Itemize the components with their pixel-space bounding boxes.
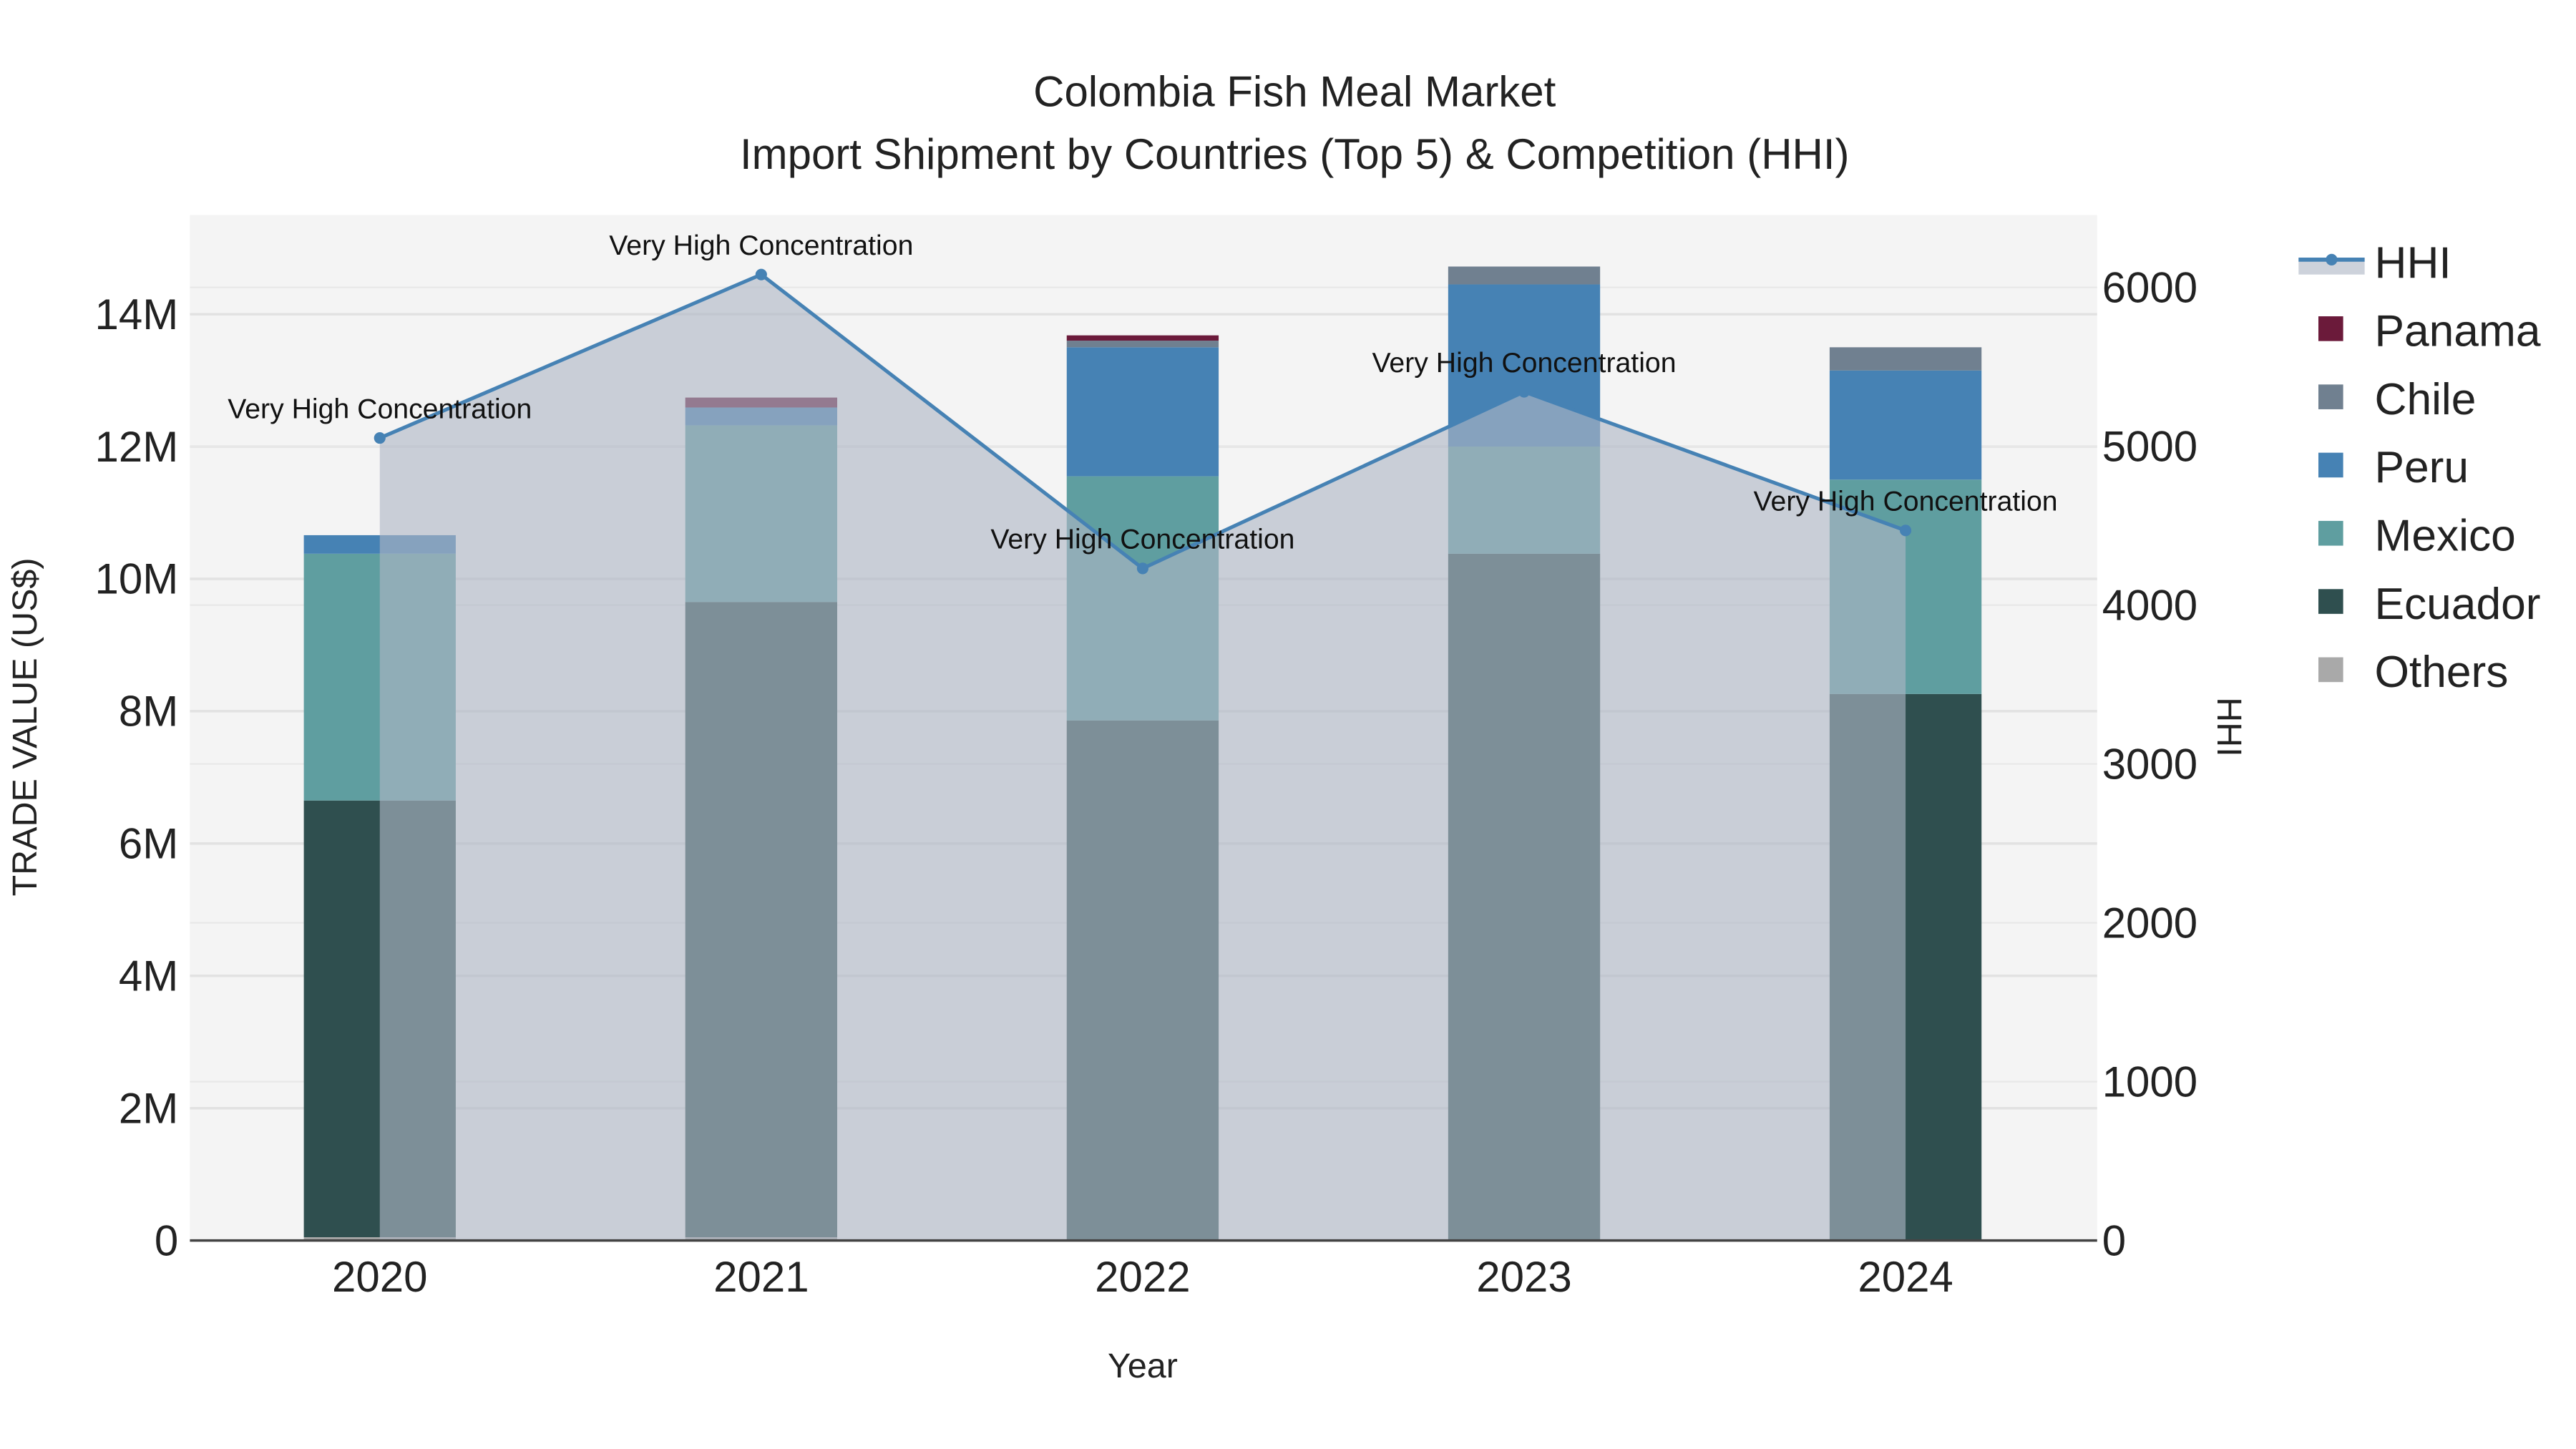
y2-axis-title: HHI (2210, 697, 2248, 756)
x-tick-label: 2022 (1095, 1253, 1190, 1301)
hhi-area (379, 274, 1906, 1241)
legend-label-panama: Panama (2374, 307, 2540, 356)
bar-peru-2024 (1829, 370, 1982, 480)
y-axis-title: TRADE VALUE (US$) (6, 557, 44, 896)
y2-tick-label: 2000 (2102, 899, 2197, 947)
bar-chile-2023 (1448, 266, 1601, 285)
y2-tick-label: 6000 (2102, 263, 2197, 311)
y-tick-label: 8M (119, 688, 178, 736)
hhi-point-2022 (1136, 562, 1148, 575)
y-tick-label: 2M (119, 1084, 178, 1132)
y2-tick-label: 1000 (2102, 1058, 2197, 1106)
hhi-point-2020 (374, 432, 386, 444)
y-tick-label: 0 (155, 1216, 178, 1264)
legend: HHI Panama Chile Peru Mexico Ecuador Others (2298, 238, 2541, 697)
legend-label-mexico: Mexico (2374, 512, 2515, 561)
legend-label-others: Others (2374, 648, 2508, 697)
x-axis-title: Year (1108, 1347, 1178, 1385)
legend-hhi-area-swatch (2298, 258, 2365, 275)
legend-label-hhi: HHI (2374, 238, 2451, 288)
hhi-annotation: Very High Concentration (609, 230, 913, 261)
chart-subtitle: Import Shipment by Countries (Top 5) & C… (740, 130, 1850, 178)
chart-title: Colombia Fish Meal Market (1033, 67, 1556, 115)
bar-chile-2022 (1066, 341, 1219, 348)
bar-peru-2022 (1066, 347, 1219, 477)
y-tick-label: 10M (95, 555, 179, 603)
legend-swatch-mexico (2318, 520, 2343, 546)
y2-tick-label: 4000 (2102, 581, 2197, 629)
x-tick-label: 2024 (1858, 1253, 1953, 1301)
legend-swatch-chile (2318, 384, 2343, 409)
legend-swatch-peru (2318, 452, 2343, 478)
legend-label-peru: Peru (2374, 443, 2469, 492)
hhi-point-2021 (755, 268, 767, 280)
legend-label-ecuador: Ecuador (2374, 580, 2540, 629)
hhi-annotation: Very High Concentration (990, 524, 1294, 555)
y2-tick-label: 5000 (2102, 422, 2197, 470)
legend-label-chile: Chile (2374, 375, 2476, 424)
y-tick-label: 12M (95, 423, 179, 471)
legend-swatch-panama (2318, 316, 2343, 341)
hhi-annotation: Very High Concentration (1754, 486, 2058, 517)
bar-panama-2022 (1066, 335, 1219, 341)
legend-hhi-marker-icon (2326, 253, 2338, 265)
hhi-annotation: Very High Concentration (228, 393, 532, 424)
x-tick-label: 2023 (1476, 1253, 1571, 1301)
x-tick-label: 2020 (332, 1253, 427, 1301)
y2-tick-label: 3000 (2102, 740, 2197, 788)
y-tick-label: 6M (119, 820, 178, 868)
y2-tick-label: 0 (2102, 1216, 2126, 1264)
bar-chile-2024 (1829, 347, 1982, 371)
hhi-point-2024 (1900, 525, 1912, 537)
legend-swatch-others (2318, 657, 2343, 683)
x-tick-label: 2021 (713, 1253, 809, 1301)
y-tick-label: 4M (119, 952, 178, 1000)
hhi-annotation: Very High Concentration (1372, 347, 1676, 379)
legend-swatch-ecuador (2318, 589, 2343, 614)
y-tick-label: 14M (95, 291, 179, 338)
hhi-point-2023 (1518, 386, 1531, 398)
